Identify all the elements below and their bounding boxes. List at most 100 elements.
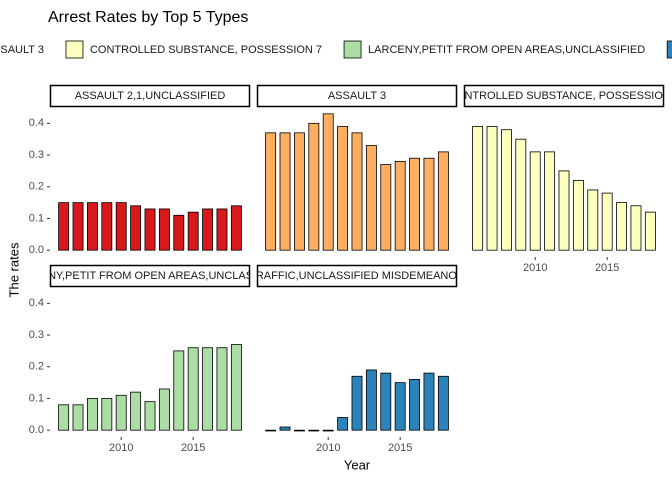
y-tick-label: 0.3 xyxy=(29,329,44,341)
bar xyxy=(173,350,185,431)
x-tick-label: 2015 xyxy=(595,262,619,274)
bar xyxy=(308,122,320,251)
bar xyxy=(101,202,113,251)
x-tick-label: 2015 xyxy=(181,442,205,454)
legend-label: ASSAULT 3 xyxy=(0,44,44,56)
bar xyxy=(394,160,406,251)
bar xyxy=(58,202,70,251)
bar xyxy=(394,382,406,431)
bar xyxy=(265,429,277,432)
bar xyxy=(72,202,84,251)
bar xyxy=(486,126,498,251)
bar xyxy=(630,205,642,251)
panel: ASSAULT 3 xyxy=(256,84,458,251)
bar xyxy=(130,391,142,431)
bar xyxy=(380,372,392,431)
x-tick-label: 2010 xyxy=(109,442,133,454)
bar xyxy=(158,388,170,431)
bar xyxy=(86,202,98,251)
bar xyxy=(423,372,435,431)
bar xyxy=(144,401,156,431)
bar xyxy=(279,426,291,431)
bar xyxy=(644,211,656,251)
bar xyxy=(500,129,512,251)
legend-label: LARCENY,PETIT FROM OPEN AREAS,UNCLASSIFI… xyxy=(368,44,645,56)
y-tick-label: 0.1 xyxy=(29,392,44,404)
bar xyxy=(230,344,242,431)
bar xyxy=(437,151,449,251)
chart-title: Arrest Rates by Top 5 Types xyxy=(48,9,248,26)
bar xyxy=(351,375,363,431)
y-tick-label: 0.2 xyxy=(29,361,44,373)
bar xyxy=(423,157,435,251)
strip-label: ASSAULT 2,1,UNCLASSIFIED xyxy=(75,90,226,102)
bar xyxy=(279,132,291,251)
y-tick-label: 0.1 xyxy=(29,212,44,224)
bar xyxy=(409,157,421,251)
bar xyxy=(380,164,392,251)
strip-label: ASSAULT 3 xyxy=(328,90,386,102)
bar xyxy=(337,126,349,251)
bar xyxy=(216,208,228,251)
bar xyxy=(265,132,277,251)
strip-box xyxy=(49,84,251,108)
strip-box xyxy=(256,84,458,108)
bar xyxy=(58,404,70,431)
strip-label: CONTROLLED SUBSTANCE, POSSESSION 7 xyxy=(448,90,672,102)
bar xyxy=(308,429,320,432)
bar xyxy=(515,138,527,251)
bar xyxy=(144,208,156,251)
x-tick-label: 2010 xyxy=(316,442,340,454)
bar xyxy=(351,132,363,251)
bar xyxy=(86,398,98,431)
strip-box xyxy=(49,264,251,288)
legend-swatch xyxy=(65,40,84,59)
bar xyxy=(601,192,613,251)
bar xyxy=(409,379,421,431)
bar xyxy=(72,404,84,431)
bar xyxy=(322,429,334,432)
bar xyxy=(187,211,199,251)
bar xyxy=(544,151,556,251)
panel: ASSAULT 2,1,UNCLASSIFIED 0.0 0.1 0.2 0.3 0.4 xyxy=(29,84,251,256)
bar xyxy=(365,145,377,251)
bar xyxy=(202,208,214,251)
x-axis-title: Year xyxy=(344,457,371,472)
x-tick-label: 2015 xyxy=(388,442,412,454)
panel: TRAFFIC,UNCLASSIFIED MISDEMEANOR 2010 2015 xyxy=(256,264,458,454)
bar xyxy=(558,170,570,251)
bar xyxy=(322,113,334,251)
y-tick-label: 0.2 xyxy=(29,181,44,193)
bar xyxy=(437,375,449,431)
y-tick-label: 0.4 xyxy=(29,117,44,129)
bar xyxy=(293,132,305,251)
bar xyxy=(115,202,127,251)
bar xyxy=(101,398,113,431)
panel: LARCENY,PETIT FROM OPEN AREAS,UNCLASSIFI… xyxy=(29,264,251,454)
bar xyxy=(202,347,214,431)
bar xyxy=(130,205,142,251)
x-tick-label: 2010 xyxy=(523,262,547,274)
y-axis-title: The rates xyxy=(6,242,21,297)
legend-swatch xyxy=(666,40,672,59)
y-tick-label: 0.4 xyxy=(29,297,44,309)
y-tick-label: 0.0 xyxy=(29,424,44,436)
bar xyxy=(173,214,185,251)
panel: CONTROLLED SUBSTANCE, POSSESSION 7 2010 20… xyxy=(448,84,672,274)
bar xyxy=(572,180,584,251)
legend-label: CONTROLLED SUBSTANCE, POSSESSION 7 xyxy=(90,44,322,56)
bar xyxy=(293,429,305,432)
bar xyxy=(529,151,541,251)
y-tick-label: 0.0 xyxy=(29,244,44,256)
bar xyxy=(587,189,599,251)
bar xyxy=(115,394,127,431)
bar xyxy=(616,202,628,251)
y-tick-label: 0.3 xyxy=(29,149,44,161)
bar xyxy=(472,126,484,251)
bar xyxy=(158,208,170,251)
bar xyxy=(337,417,349,431)
bar xyxy=(216,347,228,431)
legend-swatch xyxy=(343,40,362,59)
